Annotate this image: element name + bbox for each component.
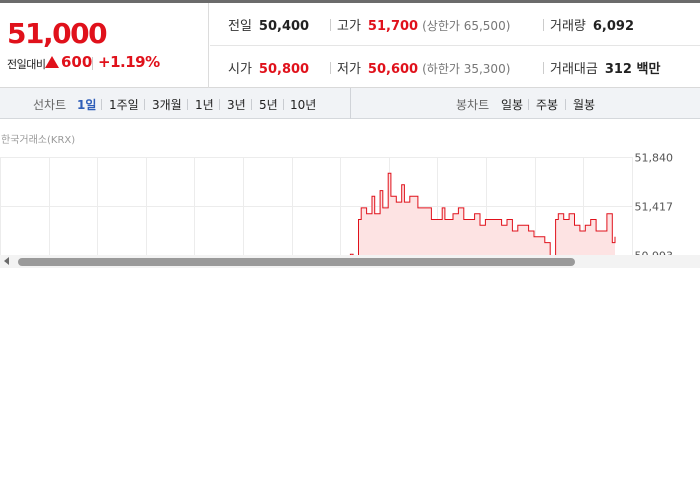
- stat-low: 저가 50,600 (하한가 35,300): [337, 58, 510, 77]
- scroll-thumb[interactable]: [18, 258, 575, 266]
- stat-high: 고가 51,700 (상한가 65,500): [337, 15, 510, 34]
- tab-1-day[interactable]: 1일: [77, 98, 97, 112]
- stats-row-divider: [210, 45, 700, 46]
- tab-1-year[interactable]: 1년: [195, 98, 214, 112]
- tab-divider: [528, 99, 529, 110]
- chart-period-tabs: 선차트 1일 1주일 3개월 1년 3년 5년 10년 봉차트 일봉 주봉 월봉: [0, 88, 700, 119]
- change-amount-value: 600: [61, 53, 93, 71]
- stat-label: 고가: [337, 19, 361, 34]
- change-amount: 600: [45, 53, 92, 71]
- stat-trade-value: 거래대금 312 백만: [550, 58, 660, 77]
- tab-divider: [144, 99, 145, 110]
- tab-divider: [283, 99, 284, 110]
- candle-chart-label: 봉차트: [456, 98, 490, 112]
- y-tick-label: 51,840: [635, 152, 674, 165]
- stat-divider: [543, 62, 544, 74]
- tab-divider: [187, 99, 188, 110]
- y-tick-label: 51,417: [635, 201, 674, 214]
- tab-5-years[interactable]: 5년: [259, 98, 278, 112]
- data-source: 한국거래소(KRX): [1, 135, 76, 146]
- stat-prev-close: 전일 50,400: [228, 15, 309, 34]
- tab-daily-candle[interactable]: 일봉: [501, 98, 524, 112]
- stat-value: 50,400: [258, 19, 310, 34]
- price-line: [345, 172, 616, 261]
- chart-scrollbar[interactable]: [0, 255, 700, 268]
- stat-volume: 거래량 6,092: [550, 15, 634, 34]
- tab-divider: [101, 99, 102, 110]
- stat-label: 저가: [337, 62, 361, 77]
- current-price: 51,000: [7, 17, 108, 50]
- stat-label: 시가: [228, 62, 252, 77]
- tab-3-months[interactable]: 3개월: [152, 98, 182, 112]
- stat-value: 6,092: [592, 19, 635, 34]
- stat-label: 거래대금: [550, 62, 598, 77]
- stat-value: 50,600: [367, 62, 419, 77]
- tab-weekly-candle[interactable]: 주봉: [536, 98, 559, 112]
- tab-10-years[interactable]: 10년: [290, 98, 317, 112]
- lower-limit: (하한가 35,300): [422, 62, 511, 76]
- change-percent: +1.19%: [98, 53, 160, 71]
- upper-limit: (상한가 65,500): [422, 19, 511, 33]
- tab-1-week[interactable]: 1주일: [109, 98, 139, 112]
- tab-3-years[interactable]: 3년: [227, 98, 246, 112]
- tab-divider: [251, 99, 252, 110]
- stat-value: 312 백만: [604, 62, 661, 77]
- tab-divider: [565, 99, 566, 110]
- change-divider: [92, 57, 93, 70]
- stat-value: 51,700: [367, 19, 419, 34]
- stat-value: 50,800: [258, 62, 310, 77]
- quote-panel: 51,000 전일대비 600 +1.19% 전일 50,400 고가 51,700…: [0, 3, 700, 88]
- tab-monthly-candle[interactable]: 월봉: [573, 98, 596, 112]
- price-box: 51,000 전일대비 600 +1.19%: [0, 3, 209, 88]
- change-label: 전일대비: [7, 58, 46, 71]
- stat-label: 거래량: [550, 19, 586, 34]
- scroll-left-icon[interactable]: [4, 257, 9, 265]
- stat-open: 시가 50,800: [228, 58, 309, 77]
- stat-divider: [330, 62, 331, 74]
- stat-divider: [543, 19, 544, 31]
- up-triangle-icon: [45, 56, 59, 68]
- top-border: [0, 0, 700, 3]
- line-chart-label: 선차트: [33, 98, 67, 112]
- stat-label: 전일: [228, 19, 252, 34]
- tab-divider: [219, 99, 220, 110]
- stat-divider: [330, 19, 331, 31]
- tabs-split: [350, 88, 351, 119]
